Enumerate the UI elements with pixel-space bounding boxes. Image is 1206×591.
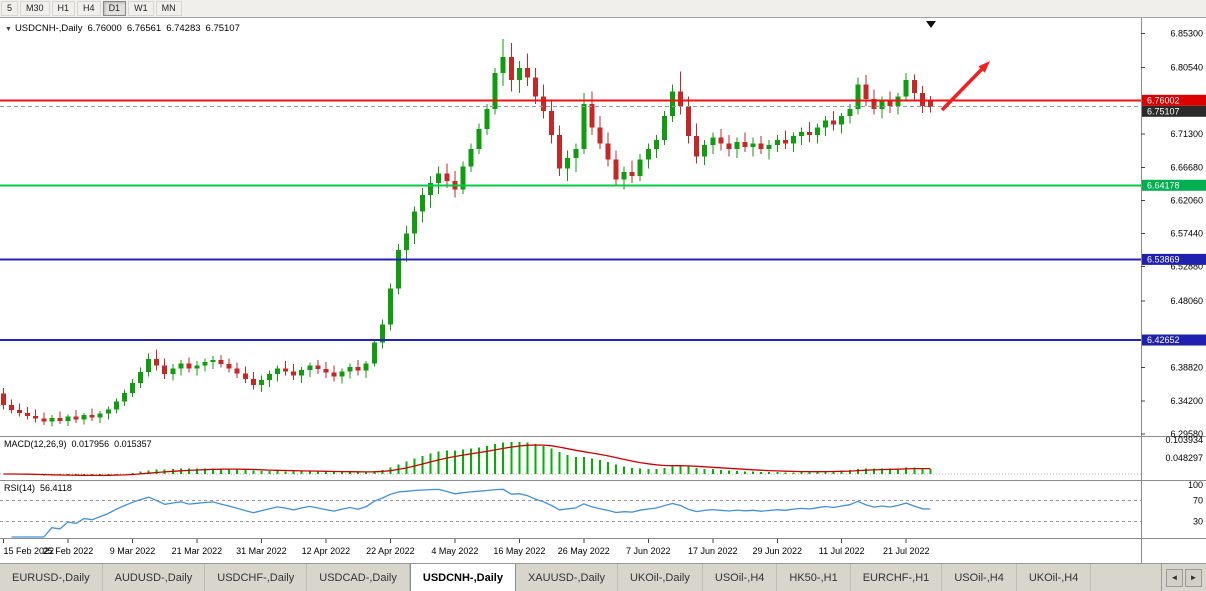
price-badge-6.76002: 6.76002 [1142, 94, 1206, 106]
tab-usoil-h4-7[interactable]: USOil-,H4 [703, 564, 778, 591]
tabs-scroll-nav: ◄ ► [1161, 564, 1206, 591]
price-axis-tick: 6.52880 [1170, 261, 1203, 271]
svg-text:6.75107: 6.75107 [1147, 106, 1180, 116]
svg-text:6.42652: 6.42652 [1147, 335, 1180, 345]
price-badge-6.64178: 6.64178 [1142, 179, 1206, 191]
tab-ukoil-h4-11[interactable]: UKOil-,H4 [1017, 564, 1092, 591]
date-axis-label: 11 Jul 2022 [819, 546, 865, 556]
timeframe-button-h1[interactable]: H1 [51, 1, 76, 16]
date-axis-label: 25 Feb 2022 [43, 546, 94, 556]
price-axis-tick: 6.38820 [1170, 363, 1203, 373]
date-axis-label: 9 Mar 2022 [110, 546, 156, 556]
price-axis-tick: 6.71300 [1170, 129, 1203, 139]
svg-text:6.76002: 6.76002 [1147, 95, 1180, 105]
timeframe-button-mn[interactable]: MN [155, 1, 182, 16]
date-axis-label: 29 Jun 2022 [752, 546, 802, 556]
chart-tabs-bar: EURUSD-,Daily AUDUSD-,Daily USDCHF-,Daily U… [0, 563, 1206, 591]
tab-audusd-daily-1[interactable]: AUDUSD-,Daily [103, 564, 206, 591]
tab-usdcad-daily-3[interactable]: USDCAD-,Daily [307, 564, 410, 591]
tab-usdcnh-daily-4[interactable]: USDCNH-,Daily [409, 564, 516, 591]
tab-ukoil-daily-6[interactable]: UKOil-,Daily [618, 564, 703, 591]
date-axis-label: 17 Jun 2022 [688, 546, 738, 556]
rsi-axis-tick: 30 [1193, 516, 1203, 526]
rsi-axis-tick: 100 [1188, 480, 1203, 490]
price-axis-tick: 6.29580 [1170, 429, 1203, 439]
tabs-scroll-right-button[interactable]: ► [1185, 568, 1202, 587]
chart-area: 6.85300 6.80540 6.71300 6.66680 6.62060 6.574… [0, 18, 1206, 563]
tab-eurusd-daily-0[interactable]: EURUSD-,Daily [0, 564, 103, 591]
timeframe-toolbar: 5 M30 H1 H4 D1 W1 MN [0, 0, 1206, 18]
tab-eurchf-h1-9[interactable]: EURCHF-,H1 [851, 564, 943, 591]
date-axis-label: 21 Jul 2022 [883, 546, 930, 556]
macd-histogram [10, 441, 932, 476]
svg-text:6.53869: 6.53869 [1147, 255, 1180, 265]
timeframe-button-m30[interactable]: M30 [20, 1, 50, 16]
tab-xauusd-daily-5[interactable]: XAUUSD-,Daily [516, 564, 618, 591]
price-badge-6.53869: 6.53869 [1142, 253, 1206, 265]
date-axis-label: 26 May 2022 [558, 546, 610, 556]
tabs-scroll-left-button[interactable]: ◄ [1166, 568, 1183, 587]
chart-tabs: EURUSD-,Daily AUDUSD-,Daily USDCHF-,Daily U… [0, 564, 1092, 591]
date-axis-label: 15 Feb 2022 [4, 546, 55, 556]
date-axis-label: 7 Jun 2022 [626, 546, 671, 556]
price-axis-tick: 6.80540 [1170, 63, 1203, 73]
timeframe-button-5[interactable]: 5 [1, 1, 19, 16]
macd-axis-tick: 0.103934 [1165, 435, 1203, 445]
rsi-axis-tick: 70 [1193, 496, 1203, 506]
up-trend-arrow-annotation[interactable] [940, 61, 990, 112]
date-axis-label: 22 Apr 2022 [366, 546, 415, 556]
date-axis-label: 31 Mar 2022 [236, 546, 287, 556]
rsi-line [11, 488, 931, 538]
price-axis-tick: 6.66680 [1170, 162, 1203, 172]
chart-svg[interactable]: 6.85300 6.80540 6.71300 6.66680 6.62060 6.574… [0, 18, 1206, 563]
timeframe-button-d1[interactable]: D1 [102, 1, 127, 16]
tab-usoil-h4-10[interactable]: USOil-,H4 [942, 564, 1017, 591]
price-axis-tick: 6.34200 [1170, 396, 1203, 406]
price-axis: 6.85300 6.80540 6.71300 6.66680 6.62060 6.574… [1141, 28, 1203, 439]
date-axis-label: 16 May 2022 [493, 546, 545, 556]
tab-usdchf-daily-2[interactable]: USDCHF-,Daily [205, 564, 308, 591]
tab-hk50-h1-8[interactable]: HK50-,H1 [777, 564, 851, 591]
timeframe-button-h4[interactable]: H4 [77, 1, 101, 16]
price-axis-tick: 6.85300 [1170, 28, 1203, 38]
price-axis-tick: 6.62060 [1170, 196, 1203, 206]
date-axis-label: 12 Apr 2022 [302, 546, 351, 556]
price-badge-6.75107: 6.75107 [1142, 105, 1206, 117]
macd-axis-tick: 0.048297 [1165, 453, 1203, 463]
price-axis-tick: 6.48060 [1170, 296, 1203, 306]
date-axis-label: 4 May 2022 [431, 546, 478, 556]
price-axis-tick: 6.57440 [1170, 229, 1203, 239]
timeframe-button-w1[interactable]: W1 [128, 1, 154, 16]
price-badge-6.42652: 6.42652 [1142, 334, 1206, 346]
chart-background [0, 18, 1206, 563]
down-triangle-marker[interactable] [926, 21, 936, 28]
date-axis-label: 21 Mar 2022 [172, 546, 223, 556]
svg-text:6.64178: 6.64178 [1147, 180, 1180, 190]
macd-signal-line [3, 444, 931, 477]
